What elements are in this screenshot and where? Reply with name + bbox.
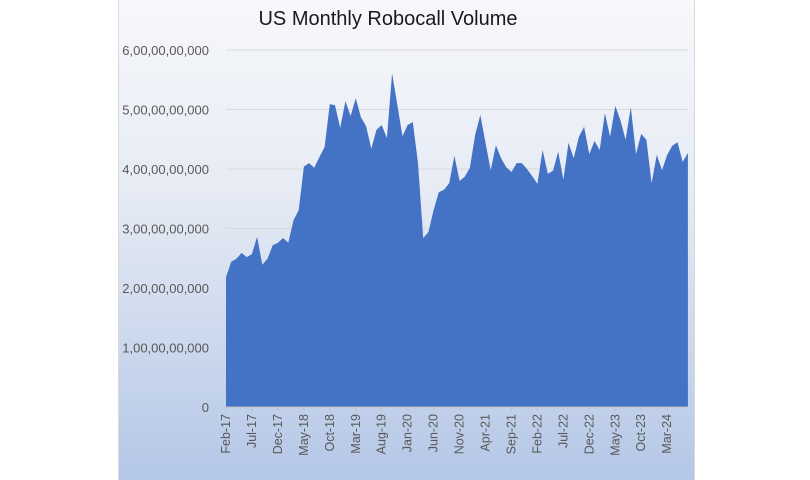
data-area-series bbox=[226, 73, 688, 407]
y-tick-label: 5,00,00,00,000 bbox=[122, 103, 209, 118]
x-tick-label: Jun-20 bbox=[427, 414, 441, 452]
x-tick-label: Nov-20 bbox=[453, 414, 467, 454]
y-tick-label: 2,00,00,00,000 bbox=[122, 281, 209, 296]
chart-title: US Monthly Robocall Volume bbox=[258, 8, 518, 30]
x-tick-label: Apr-21 bbox=[479, 414, 493, 452]
x-tick-label: Jan-20 bbox=[401, 414, 415, 452]
x-tick-label: Dec-22 bbox=[582, 414, 596, 454]
x-tick-label: Oct-18 bbox=[323, 414, 337, 452]
y-tick-label: 4,00,00,00,000 bbox=[122, 162, 209, 177]
y-tick-label: 0 bbox=[202, 400, 209, 415]
x-tick-label: Mar-24 bbox=[660, 414, 674, 454]
x-tick-label: Dec-17 bbox=[271, 414, 285, 454]
y-tick-label: 3,00,00,00,000 bbox=[122, 222, 209, 237]
x-tick-label: Sep-21 bbox=[504, 414, 518, 454]
x-tick-label: Jul-17 bbox=[245, 414, 259, 448]
x-tick-label: Aug-19 bbox=[375, 414, 389, 454]
x-tick-label: Feb-17 bbox=[219, 414, 233, 454]
x-tick-label: Oct-23 bbox=[634, 414, 648, 452]
x-tick-label: May-18 bbox=[297, 414, 311, 456]
x-tick-label: May-23 bbox=[608, 414, 622, 456]
x-tick-label: Mar-19 bbox=[349, 414, 363, 454]
y-tick-label: 1,00,00,00,000 bbox=[122, 341, 209, 356]
x-tick-label: Feb-22 bbox=[530, 414, 544, 454]
x-tick-label: Jul-22 bbox=[556, 414, 570, 448]
y-tick-label: 6,00,00,00,000 bbox=[122, 43, 209, 58]
